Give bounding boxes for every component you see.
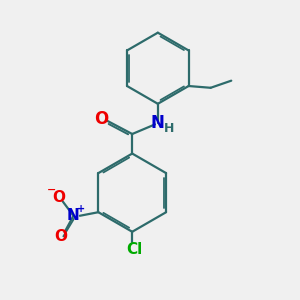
Text: Cl: Cl — [126, 242, 142, 257]
Text: +: + — [76, 204, 85, 214]
Text: O: O — [52, 190, 65, 205]
Text: H: H — [164, 122, 174, 135]
Text: O: O — [55, 229, 68, 244]
Text: N: N — [67, 208, 80, 223]
Text: O: O — [94, 110, 108, 128]
Text: −: − — [47, 185, 56, 195]
Text: N: N — [151, 114, 165, 132]
